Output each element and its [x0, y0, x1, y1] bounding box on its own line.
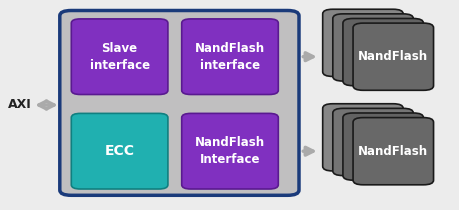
FancyBboxPatch shape — [353, 118, 432, 185]
FancyBboxPatch shape — [342, 18, 422, 86]
Text: ECC: ECC — [104, 144, 134, 158]
FancyBboxPatch shape — [322, 104, 403, 171]
Text: Slave
interface: Slave interface — [90, 42, 149, 72]
Text: NandFlash
Interface: NandFlash Interface — [195, 136, 264, 166]
FancyBboxPatch shape — [342, 113, 422, 180]
Text: NandFlash
interface: NandFlash interface — [195, 42, 264, 72]
FancyBboxPatch shape — [71, 19, 168, 94]
FancyBboxPatch shape — [353, 23, 432, 90]
Text: AXI: AXI — [7, 98, 31, 112]
Text: NandFlash: NandFlash — [358, 145, 427, 158]
FancyBboxPatch shape — [71, 113, 168, 189]
FancyBboxPatch shape — [332, 108, 412, 176]
FancyBboxPatch shape — [332, 14, 412, 81]
FancyBboxPatch shape — [322, 9, 403, 76]
FancyBboxPatch shape — [181, 113, 278, 189]
Text: NandFlash: NandFlash — [358, 50, 427, 63]
FancyBboxPatch shape — [60, 10, 298, 195]
FancyBboxPatch shape — [181, 19, 278, 94]
